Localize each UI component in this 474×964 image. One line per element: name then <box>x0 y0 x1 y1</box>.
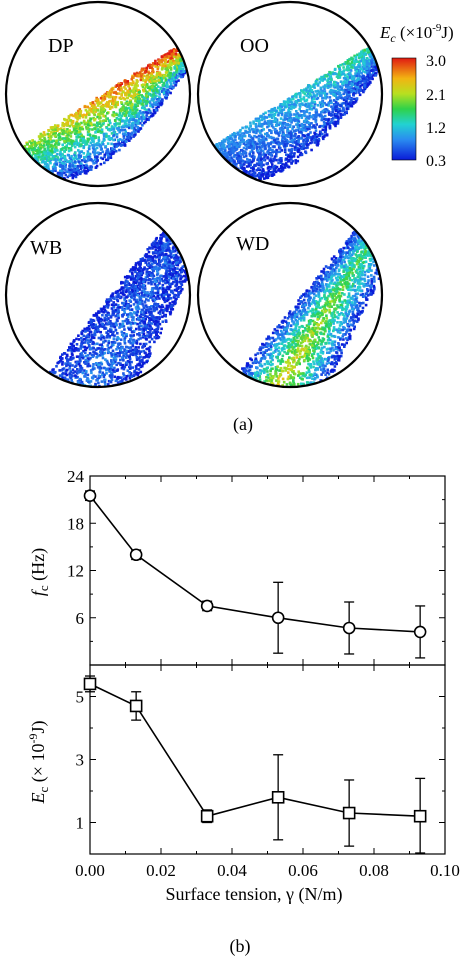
panel-a-caption: (a) <box>233 414 253 435</box>
bottom-ylabel-exp: -9 <box>26 734 40 744</box>
y-tick-label: 6 <box>76 609 85 628</box>
series-line <box>89 683 421 818</box>
colorbar-title-sub: c <box>390 31 396 45</box>
data-point <box>83 677 97 691</box>
data-point <box>129 699 143 713</box>
y-tick-label: 12 <box>67 562 84 581</box>
energy-map-dp <box>4 0 192 188</box>
x-tick-label: 0.02 <box>146 861 176 880</box>
panel-b-caption: (b) <box>230 936 251 957</box>
panel-a: DP OO WB WD Ec (×10-9J) 3.0 2.1 1.2 0.3 … <box>4 0 454 435</box>
map-outline <box>4 201 192 389</box>
colorbar-title: Ec (×10-9J) <box>379 22 454 45</box>
x-tick-label: 0.10 <box>430 861 460 880</box>
data-point <box>200 599 214 613</box>
top-ylabel: fc (Hz) <box>28 548 51 596</box>
y-tick-label: 3 <box>76 751 85 770</box>
x-tick-label: 0.04 <box>217 861 247 880</box>
data-point <box>200 809 214 823</box>
map-label-oo: OO <box>240 35 269 57</box>
energy-map-cells <box>227 203 382 387</box>
top-ylabel-sub: c <box>36 585 51 591</box>
data-point <box>342 621 356 635</box>
energy-map-wb <box>4 201 192 389</box>
top-plot-frame <box>89 475 446 666</box>
colorbar-title-unit: (×10 <box>396 23 433 42</box>
colorbar-tick-label: 3.0 <box>426 53 446 70</box>
colorbar-title-exp: -9 <box>432 22 442 34</box>
y-tick-label: 24 <box>67 467 85 486</box>
x-tick-label: 0.00 <box>75 861 105 880</box>
x-axis-label: Surface tension, γ (N/m) <box>166 884 343 905</box>
y-tick-label: 1 <box>76 814 85 833</box>
colorbar-gradient <box>391 57 417 161</box>
map-label-dp: DP <box>48 35 74 57</box>
energy-map-oo <box>196 0 384 188</box>
bottom-plot: 1 3 5 0.00 0.02 0.04 0.06 0.08 0.10 <box>75 665 460 880</box>
bottom-ylabel: Ec (× 10-9J) <box>26 721 51 805</box>
map-outline <box>196 0 384 188</box>
bottom-ylabel-sub: c <box>36 786 51 792</box>
data-point <box>271 611 285 625</box>
energy-map-wd <box>196 201 384 389</box>
y-tick-label: 5 <box>76 688 85 707</box>
series-line <box>89 495 421 633</box>
bottom-ylabel-unit: (× 10 <box>28 744 49 787</box>
colorbar: Ec (×10-9J) 3.0 2.1 1.2 0.3 <box>379 22 454 170</box>
colorbar-tick-label: 2.1 <box>426 87 446 104</box>
data-point <box>413 625 427 639</box>
colorbar-title-unit-end: J) <box>441 23 453 42</box>
top-ylabel-symbol: f <box>28 588 48 596</box>
x-tick-label: 0.08 <box>359 861 389 880</box>
colorbar-title-symbol: E <box>379 23 391 42</box>
top-plot: 6 12 18 24 <box>67 467 446 665</box>
map-label-wd: WD <box>236 233 269 255</box>
y-tick-label: 18 <box>67 514 84 533</box>
bottom-ylabel-symbol: E <box>28 792 48 804</box>
energy-map-cells <box>6 39 190 186</box>
map-outline <box>4 0 192 188</box>
data-point <box>413 809 427 823</box>
top-ylabel-unit: (Hz) <box>28 548 49 585</box>
data-point <box>83 489 97 502</box>
bottom-ylabel-unit-end: J) <box>28 721 49 734</box>
data-point <box>342 806 356 820</box>
map-outline <box>196 201 384 389</box>
colorbar-tick-label: 0.3 <box>426 153 446 170</box>
data-point <box>271 790 285 804</box>
map-label-wb: WB <box>30 237 62 259</box>
x-tick-label: 0.06 <box>288 861 318 880</box>
colorbar-tick-label: 1.2 <box>426 120 446 137</box>
data-point <box>129 548 143 562</box>
bottom-plot-frame <box>89 664 446 855</box>
energy-map-cells <box>198 36 382 186</box>
